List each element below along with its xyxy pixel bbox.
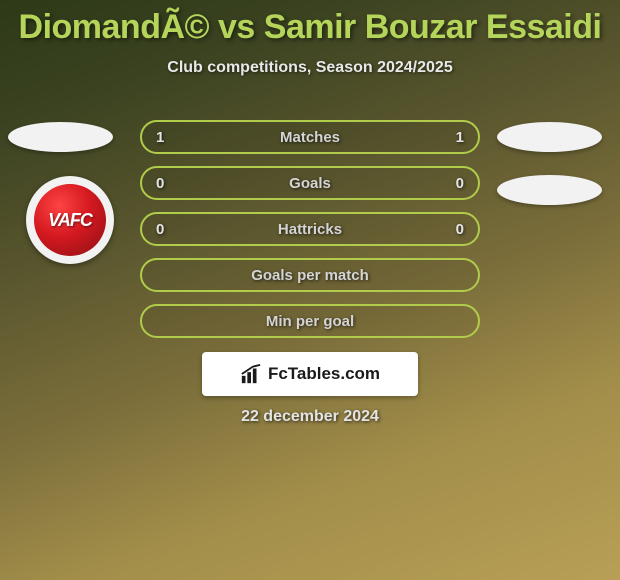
team-left-badge: VAFC <box>26 176 114 264</box>
stat-row-goals: 0 Goals 0 <box>140 166 480 200</box>
team-left-badge-label: VAFC <box>34 184 106 256</box>
stat-row-goals-per-match: Goals per match <box>140 258 480 292</box>
date-label: 22 december 2024 <box>0 408 620 426</box>
team-right-placeholder <box>497 175 602 205</box>
stat-right-value: 0 <box>446 175 464 192</box>
stat-label: Goals <box>289 175 331 192</box>
stat-row-min-per-goal: Min per goal <box>140 304 480 338</box>
player-right-placeholder <box>497 122 602 152</box>
stat-label: Goals per match <box>251 267 369 284</box>
brand-badge[interactable]: FcTables.com <box>202 352 418 396</box>
stat-label: Min per goal <box>266 313 354 330</box>
stat-right-value: 0 <box>446 221 464 238</box>
stat-label: Hattricks <box>278 221 342 238</box>
page-title: DiomandÃ© vs Samir Bouzar Essaidi <box>0 0 620 47</box>
bar-chart-icon <box>240 363 262 385</box>
stat-row-matches: 1 Matches 1 <box>140 120 480 154</box>
stat-label: Matches <box>280 129 340 146</box>
stat-left-value: 0 <box>156 221 174 238</box>
stats-panel: 1 Matches 1 0 Goals 0 0 Hattricks 0 Goal… <box>140 120 480 350</box>
brand-text: FcTables.com <box>268 364 380 384</box>
stat-right-value: 1 <box>446 129 464 146</box>
stat-left-value: 1 <box>156 129 174 146</box>
page-subtitle: Club competitions, Season 2024/2025 <box>0 59 620 77</box>
stat-left-value: 0 <box>156 175 174 192</box>
stat-row-hattricks: 0 Hattricks 0 <box>140 212 480 246</box>
player-left-placeholder <box>8 122 113 152</box>
